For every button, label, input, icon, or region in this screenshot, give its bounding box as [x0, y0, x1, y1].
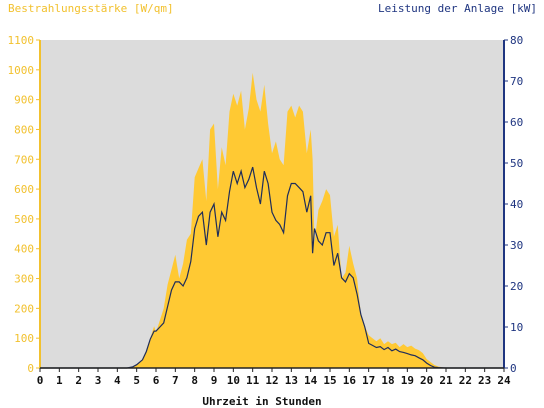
- left-axis-title: Bestrahlungsstärke [W/qm]: [8, 2, 174, 15]
- x-tick-label: 13: [285, 374, 298, 387]
- x-tick-label: 4: [114, 374, 121, 387]
- left-tick-label: 100: [14, 332, 34, 345]
- right-tick-label: 60: [510, 116, 523, 129]
- x-tick-label: 12: [265, 374, 278, 387]
- x-tick-label: 20: [420, 374, 433, 387]
- left-tick-label: 0: [27, 362, 34, 375]
- x-tick-label: 23: [478, 374, 491, 387]
- power-line: [40, 166, 504, 369]
- right-tick-label: 70: [510, 75, 523, 88]
- right-tick-label: 50: [510, 157, 523, 170]
- x-tick-label: 9: [211, 374, 218, 387]
- x-tick-label: 7: [172, 374, 179, 387]
- right-tick-label: 0: [510, 362, 517, 375]
- left-tick-label: 200: [14, 302, 34, 315]
- x-tick-label: 22: [459, 374, 472, 387]
- x-tick-label: 6: [153, 374, 160, 387]
- x-tick-label: 16: [343, 374, 357, 387]
- left-tick-label: 900: [14, 94, 34, 107]
- x-tick-label: 15: [323, 374, 336, 387]
- x-tick-label: 14: [304, 374, 318, 387]
- x-tick-label: 3: [95, 374, 102, 387]
- x-tick-label: 18: [381, 374, 394, 387]
- x-tick-label: 10: [227, 374, 240, 387]
- x-tick-label: 5: [133, 374, 140, 387]
- left-tick-label: 300: [14, 273, 34, 286]
- right-axis-ticks: 0 10 20 30 40 50 60 70 80: [504, 34, 523, 375]
- left-tick-label: 1100: [8, 34, 35, 47]
- right-tick-label: 10: [510, 321, 523, 334]
- left-tick-label: 1000: [8, 64, 35, 77]
- x-tick-label: 21: [439, 374, 453, 387]
- x-tick-label: 0: [37, 374, 44, 387]
- x-tick-label: 11: [246, 374, 260, 387]
- x-tick-label: 1: [56, 374, 63, 387]
- left-tick-label: 500: [14, 213, 34, 226]
- x-axis-ticks: 0 1 2 3 4 5 6 7 8 9 10 11 12 13 14 15 16 17 18 19 20 21 22 23 24: [37, 368, 511, 387]
- irradiance-area: [40, 72, 504, 369]
- right-tick-label: 20: [510, 280, 523, 293]
- x-tick-label: 17: [362, 374, 375, 387]
- right-axis-title: Leistung der Anlage [kW]: [378, 2, 537, 15]
- left-tick-label: 700: [14, 153, 34, 166]
- right-tick-label: 40: [510, 198, 523, 211]
- left-tick-label: 400: [14, 243, 34, 256]
- x-tick-label: 24: [497, 374, 511, 387]
- right-tick-label: 30: [510, 239, 523, 252]
- x-tick-label: 8: [191, 374, 198, 387]
- x-tick-label: 2: [75, 374, 82, 387]
- left-tick-label: 600: [14, 183, 34, 196]
- left-tick-label: 800: [14, 123, 34, 136]
- left-axis-ticks: 0 100 200 300 400 500 600 700 800 900 1000 1100: [8, 34, 40, 375]
- x-axis-title: Uhrzeit in Stunden: [202, 395, 321, 408]
- right-tick-label: 80: [510, 34, 523, 47]
- x-tick-label: 19: [401, 374, 414, 387]
